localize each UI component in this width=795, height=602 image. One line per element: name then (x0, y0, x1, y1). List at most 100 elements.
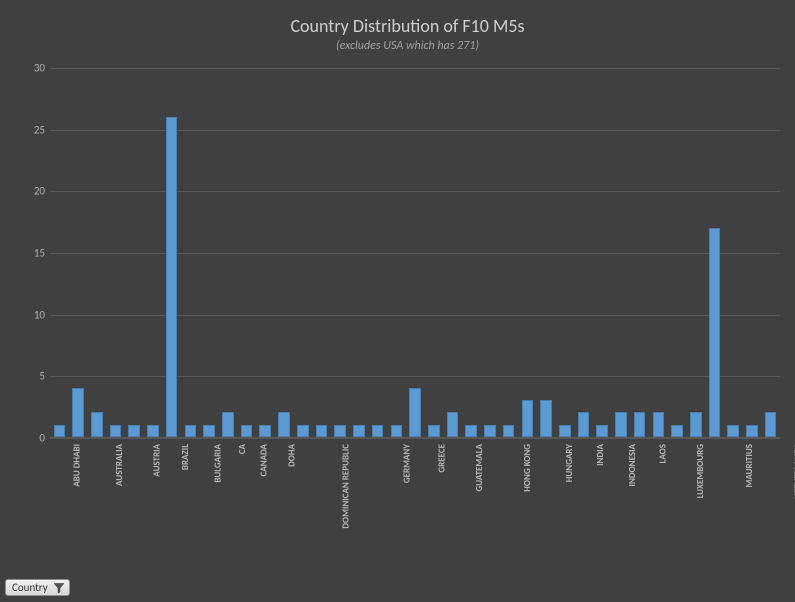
chart-title: Country Distribution of F10 M5s (40, 15, 775, 37)
bar[interactable] (484, 425, 496, 437)
bar[interactable] (522, 400, 534, 437)
bar[interactable] (278, 412, 290, 437)
x-tick-label: DOHA (286, 444, 297, 467)
bar-slot (518, 68, 537, 437)
x-tick-label: INDIA (595, 444, 606, 466)
x-tick-label: LUXEMBOURG (695, 444, 706, 498)
bar[interactable] (615, 412, 627, 437)
bar[interactable] (465, 425, 477, 437)
bar-slot (368, 68, 387, 437)
x-tick-label: MAURITIUS (744, 444, 755, 488)
y-tick-label: 30 (34, 62, 45, 75)
bar[interactable] (540, 400, 552, 437)
bar[interactable] (596, 425, 608, 437)
bar[interactable] (671, 425, 683, 437)
bar-slot (555, 68, 574, 437)
bar[interactable] (110, 425, 122, 437)
bar-slot (256, 68, 275, 437)
bar-slot (537, 68, 556, 437)
x-tick-label: DOMINICAN REPUBLIC (340, 444, 351, 529)
x-tick-label: CA (237, 444, 248, 454)
y-axis: 051015202530 (20, 68, 50, 438)
bar[interactable] (409, 388, 421, 437)
bar[interactable] (203, 425, 215, 437)
bar[interactable] (241, 425, 253, 437)
bar[interactable] (372, 425, 384, 437)
x-tick-label: AUSTRALIA (114, 444, 125, 486)
bar[interactable] (353, 425, 365, 437)
bar-slot (574, 68, 593, 437)
bar[interactable] (503, 425, 515, 437)
bar[interactable] (166, 117, 178, 437)
bar-slot (50, 68, 69, 437)
bar-slot (87, 68, 106, 437)
bar-slot (218, 68, 237, 437)
bar-slot (630, 68, 649, 437)
bar[interactable] (709, 228, 721, 437)
bar-slot (312, 68, 331, 437)
bar[interactable] (634, 412, 646, 437)
funnel-icon (53, 582, 65, 594)
x-tick-label: LAOS (658, 444, 669, 463)
bar[interactable] (259, 425, 271, 437)
bar[interactable] (578, 412, 590, 437)
chart-container: Country Distribution of F10 M5s (exclude… (0, 0, 795, 602)
bar-slot (387, 68, 406, 437)
bar[interactable] (222, 412, 234, 437)
bar[interactable] (653, 412, 665, 437)
bar[interactable] (91, 412, 103, 437)
bar-slot (743, 68, 762, 437)
bar-slot (705, 68, 724, 437)
bar-slot (350, 68, 369, 437)
x-tick-label: BRAZIL (180, 444, 191, 470)
x-axis-labels: ABU DHABIAUSTRALIAAUSTRIABRAZILBULGARIAC… (50, 438, 780, 449)
bar[interactable] (334, 425, 346, 437)
y-tick-label: 25 (34, 123, 45, 136)
y-tick-label: 0 (39, 432, 45, 445)
bar[interactable] (316, 425, 328, 437)
bar[interactable] (391, 425, 403, 437)
bar-slot (612, 68, 631, 437)
bar-slot (125, 68, 144, 437)
bar-slot (443, 68, 462, 437)
bar-slot (424, 68, 443, 437)
bar[interactable] (297, 425, 309, 437)
bar-slot (106, 68, 125, 437)
bar-slot (162, 68, 181, 437)
filter-country-button[interactable]: Country (5, 579, 70, 596)
bar-slot (724, 68, 743, 437)
x-tick-label: GERMANY (402, 444, 413, 483)
bar-slot (761, 68, 780, 437)
filter-label: Country (12, 581, 48, 594)
bar[interactable] (447, 412, 459, 437)
bar-slot (237, 68, 256, 437)
bar-slot (275, 68, 294, 437)
bar[interactable] (765, 412, 777, 437)
bar-slot (593, 68, 612, 437)
bar-slot (144, 68, 163, 437)
y-tick-label: 20 (34, 185, 45, 198)
bar-slot (649, 68, 668, 437)
x-tick-label: CANADA (259, 444, 270, 477)
bar[interactable] (746, 425, 758, 437)
bar[interactable] (559, 425, 571, 437)
x-tick-label: AUSTRIA (151, 444, 162, 477)
bar[interactable] (428, 425, 440, 437)
x-tick-label: HUNGARY (565, 444, 576, 482)
x-tick-label: ABU DHABI (71, 444, 82, 487)
x-tick-label: INDONESIA (627, 444, 638, 486)
bar[interactable] (185, 425, 197, 437)
bar-slot (406, 68, 425, 437)
bar-slot (331, 68, 350, 437)
bar-slot (499, 68, 518, 437)
bar[interactable] (147, 425, 159, 437)
bar-slot (481, 68, 500, 437)
bar-slot (200, 68, 219, 437)
bar-slot (69, 68, 88, 437)
bar[interactable] (54, 425, 66, 437)
bar[interactable] (72, 388, 84, 437)
bar[interactable] (727, 425, 739, 437)
bar[interactable] (128, 425, 140, 437)
bar-slot (686, 68, 705, 437)
bar[interactable] (690, 412, 702, 437)
